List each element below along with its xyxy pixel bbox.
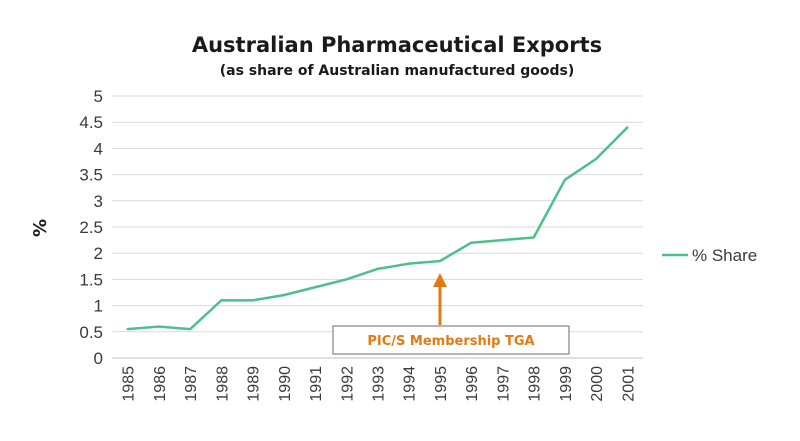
- data-point: [376, 267, 379, 271]
- x-tick-label: 1994: [402, 366, 419, 402]
- y-tick-label: 2: [94, 244, 103, 263]
- data-point: [126, 327, 129, 331]
- x-tick-label: 1995: [433, 366, 450, 402]
- x-tick-label: 1996: [464, 366, 481, 402]
- chart-subtitle: (as share of Australian manufactured goo…: [220, 63, 575, 79]
- legend-label: % Share: [692, 246, 757, 265]
- annotation-arrow-head: [432, 273, 447, 287]
- y-tick-label: 3: [94, 192, 103, 211]
- x-tick-label: 2001: [620, 366, 637, 402]
- y-tick-label: 0: [94, 349, 103, 368]
- y-tick-label: 0.5: [79, 323, 103, 342]
- annotation: PIC/S Membership TGA: [332, 273, 570, 355]
- series-layer: [126, 126, 629, 331]
- x-tick-label: 1999: [558, 366, 575, 402]
- data-point: [626, 126, 629, 129]
- grid-lines: [112, 95, 643, 359]
- series-line: [127, 126, 629, 331]
- x-tick-label: 1986: [152, 366, 169, 402]
- x-tick-label: 1992: [339, 366, 356, 402]
- annotation-text: PIC/S Membership TGA: [367, 334, 534, 349]
- y-tick-label: 1: [94, 297, 103, 316]
- y-tick-label: 5: [94, 87, 103, 106]
- y-axis-label: %: [30, 219, 51, 237]
- y-tick-label: 4: [94, 139, 103, 158]
- x-tick-label: 1985: [121, 366, 138, 402]
- x-tick-label: 1997: [495, 366, 512, 402]
- x-tick-label: 1990: [277, 366, 294, 402]
- annotation-box: [332, 325, 570, 355]
- data-point: [157, 325, 161, 328]
- data-point: [470, 241, 473, 244]
- data-point: [282, 293, 285, 297]
- x-tick-label: 1998: [527, 366, 544, 402]
- data-point: [220, 299, 223, 302]
- x-tick-label: 2000: [589, 366, 606, 402]
- x-tick-labels: 1985 1986 1987 1988 1989 1990 1991 1992 1993 1994…: [121, 366, 638, 402]
- data-point: [501, 238, 504, 242]
- x-tick-label: 1988: [214, 366, 231, 402]
- y-tick-label: 1.5: [79, 270, 103, 289]
- data-point: [407, 262, 410, 265]
- data-point: [594, 157, 598, 161]
- legend: % Share: [662, 246, 757, 265]
- y-tick-label: 3.5: [79, 166, 103, 185]
- x-tick-label: 1991: [308, 366, 325, 402]
- data-point: [438, 259, 442, 263]
- data-point: [313, 286, 317, 289]
- y-tick-label: 4.5: [79, 113, 103, 132]
- x-tick-label: 1989: [246, 366, 263, 402]
- data-point: [345, 278, 348, 281]
- data-point: [563, 178, 567, 182]
- y-tick-labels: 0 0.5 1 1.5 2 2.5 3 3.5 4 4.5 5: [79, 87, 103, 368]
- chart-title: Australian Pharmaceutical Exports: [192, 33, 602, 57]
- data-point: [532, 236, 535, 239]
- y-tick-label: 2.5: [79, 218, 103, 237]
- x-tick-label: 1987: [183, 366, 200, 402]
- data-point: [251, 299, 254, 302]
- x-tick-label: 1993: [371, 366, 388, 402]
- data-point: [188, 327, 192, 331]
